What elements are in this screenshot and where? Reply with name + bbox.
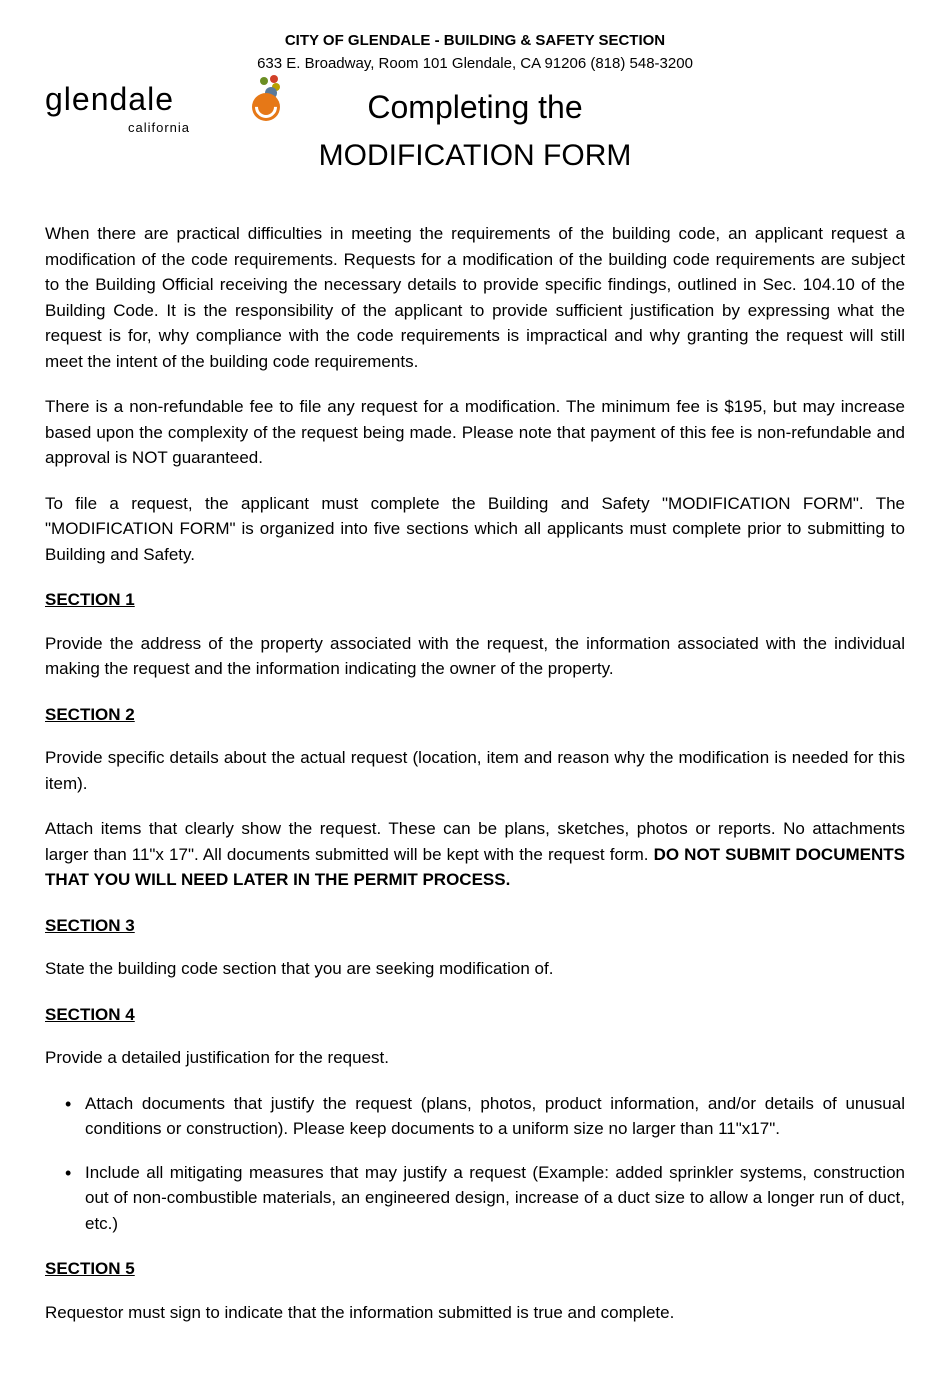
section-4-heading: SECTION 4 bbox=[45, 1002, 905, 1028]
org-name: CITY OF GLENDALE - BUILDING & SAFETY SEC… bbox=[45, 30, 905, 53]
section-5-text: Requestor must sign to indicate that the… bbox=[45, 1300, 905, 1326]
section-4-bullet-1: Attach documents that justify the reques… bbox=[85, 1091, 905, 1142]
section-5-heading: SECTION 5 bbox=[45, 1256, 905, 1282]
section-4-text: Provide a detailed justification for the… bbox=[45, 1045, 905, 1071]
body-content: When there are practical difficulties in… bbox=[45, 203, 905, 1325]
section-4-bullets: Attach documents that justify the reques… bbox=[45, 1091, 905, 1237]
section-4-bullet-2: Include all mitigating measures that may… bbox=[85, 1160, 905, 1237]
intro-paragraph-1: When there are practical difficulties in… bbox=[45, 221, 905, 374]
section-2-text-2: Attach items that clearly show the reque… bbox=[45, 816, 905, 893]
address-phone: 633 E. Broadway, Room 101 Glendale, CA 9… bbox=[45, 53, 905, 76]
section-1-heading: SECTION 1 bbox=[45, 587, 905, 613]
section-1-text: Provide the address of the property asso… bbox=[45, 631, 905, 682]
section-3-heading: SECTION 3 bbox=[45, 913, 905, 939]
logo-text: glendale bbox=[45, 75, 225, 123]
intro-paragraph-2: There is a non-refundable fee to file an… bbox=[45, 394, 905, 471]
section-3-text: State the building code section that you… bbox=[45, 956, 905, 982]
section-2-heading: SECTION 2 bbox=[45, 702, 905, 728]
header-section: glendale california CITY OF GLENDALE - B… bbox=[45, 30, 905, 178]
logo-main-text: glendale bbox=[45, 81, 174, 117]
section-2-text-1: Provide specific details about the actua… bbox=[45, 745, 905, 796]
intro-paragraph-3: To file a request, the applicant must co… bbox=[45, 491, 905, 568]
glendale-logo: glendale california bbox=[45, 75, 225, 138]
page-title-line2: MODIFICATION FORM bbox=[45, 133, 905, 178]
